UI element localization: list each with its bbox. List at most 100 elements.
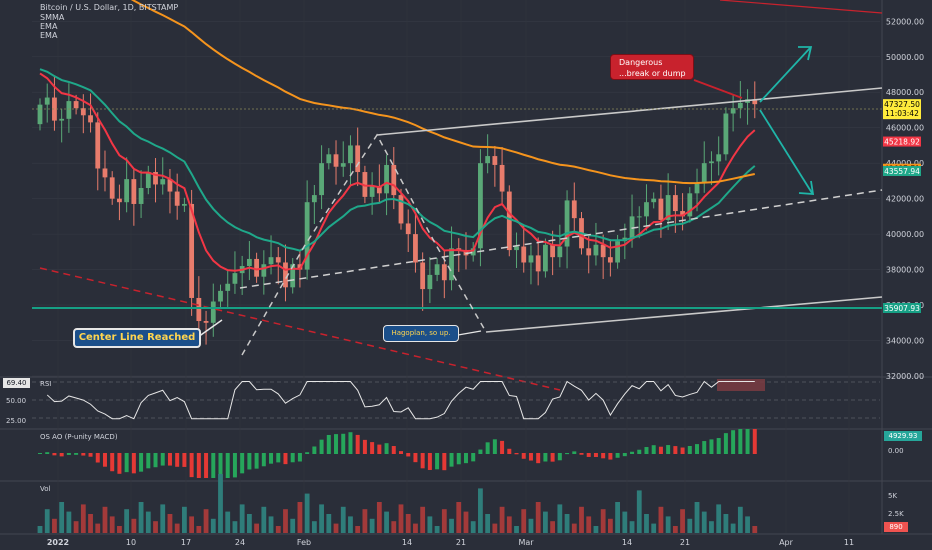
candle-body	[66, 101, 72, 119]
price-badge	[883, 99, 921, 120]
volume-bar	[340, 506, 346, 533]
candle-body	[254, 258, 259, 277]
ao-bar	[427, 453, 432, 470]
rsi-overbought-zone	[717, 379, 765, 391]
candle-body	[340, 163, 346, 167]
price-tick-label: 40000.00	[886, 230, 924, 239]
volume-bar	[66, 511, 72, 533]
volume-bar	[283, 509, 288, 533]
candle-body	[687, 193, 693, 217]
price-tick-label: 34000.00	[886, 337, 924, 346]
volume-bar	[95, 523, 101, 533]
candle-body	[644, 202, 649, 217]
volume-bar	[737, 506, 743, 533]
candle-body	[470, 248, 476, 256]
candle-body	[189, 203, 195, 298]
time-tick-label: Feb	[297, 538, 311, 547]
ao-bar	[456, 453, 461, 465]
time-tick-label: Mar	[518, 538, 534, 547]
volume-bar	[730, 523, 736, 533]
volume-bar	[449, 518, 454, 533]
ao-bar	[153, 453, 158, 468]
price-tick-label: 32000.00	[886, 372, 924, 381]
ao-bar	[565, 453, 570, 455]
symbol-title[interactable]: Bitcoin / U.S. Dollar, 1D, BITSTAMP	[40, 3, 179, 12]
ao-bar	[305, 452, 310, 454]
ao-bar	[297, 453, 302, 462]
candle-body	[196, 297, 202, 322]
candle-body	[290, 264, 296, 288]
price-tick-label: 44000.00	[886, 159, 924, 168]
red-dashed-trendline	[39, 267, 561, 391]
volume-bar	[709, 521, 714, 533]
candle-body	[405, 223, 411, 235]
indicator-smma[interactable]: SMMA	[40, 13, 65, 22]
volume-bar	[456, 502, 462, 533]
ao-bar	[695, 444, 700, 454]
candle-body	[485, 156, 491, 164]
ao-bar	[81, 453, 86, 456]
ao-bar	[196, 453, 201, 478]
indicator-ema-2[interactable]: EMA	[40, 31, 58, 40]
volume-bar	[586, 516, 592, 533]
candle-body	[665, 195, 671, 220]
indicator-ema-1[interactable]: EMA	[40, 22, 58, 31]
zigzag-dashed-path	[241, 133, 487, 356]
candle-body	[117, 198, 122, 203]
volume-bar	[745, 516, 750, 533]
candle-body	[709, 161, 714, 164]
rsi-tick-25: 25.00	[6, 417, 27, 425]
dangerous-callout[interactable]: Dangerous ...break or dump	[610, 54, 694, 80]
bear-arrow-shaft	[759, 109, 813, 194]
ao-bar	[218, 453, 223, 478]
hagoplan-callout[interactable]: Hagoplan, so up.	[383, 325, 459, 342]
volume-bar	[615, 502, 620, 533]
price-tick-label: 50000.00	[886, 53, 924, 62]
ao-bar	[139, 453, 144, 472]
channel-lower-line	[485, 296, 883, 333]
volume-bar	[73, 521, 79, 533]
vol-value-badge: 890	[884, 522, 908, 532]
candle-body	[557, 246, 563, 258]
volume-bar	[138, 502, 144, 533]
volume-bar	[427, 516, 433, 533]
volume-bar	[434, 526, 440, 533]
ao-bar	[449, 453, 454, 467]
candle-body	[607, 257, 613, 263]
volume-bar	[716, 504, 722, 533]
ao-bar	[391, 446, 396, 454]
candle-body	[174, 191, 180, 206]
volume-bar	[644, 514, 649, 533]
center-line-callout[interactable]: Center Line Reached	[73, 328, 201, 348]
volume-bar	[225, 511, 231, 533]
candle-body	[391, 164, 397, 196]
volume-bar	[528, 518, 534, 533]
ao-bar	[283, 453, 288, 465]
volume-bar	[124, 509, 130, 533]
candle-body	[737, 102, 743, 109]
volume-bar	[102, 506, 108, 533]
candle-body	[52, 97, 57, 121]
candle-body	[629, 216, 635, 238]
price-badge-text: 43557.94	[884, 167, 920, 176]
ao-bar	[738, 429, 743, 454]
volume-bar	[218, 474, 223, 533]
candle-body	[326, 154, 332, 164]
volume-bar	[665, 516, 671, 533]
ao-bar	[59, 453, 64, 457]
candle-body	[109, 177, 115, 199]
candle-body	[160, 179, 166, 185]
candle-body	[275, 257, 281, 263]
volume-bar	[384, 511, 389, 533]
volume-bar	[376, 502, 382, 533]
ao-bar	[377, 444, 382, 454]
candle-body	[138, 188, 144, 204]
red-upper-trendline	[719, 0, 883, 14]
volume-bar	[160, 504, 166, 533]
time-tick-label: 21	[456, 538, 466, 547]
price-badge-time: 11:03:42	[885, 109, 919, 118]
volume-bar	[398, 504, 404, 533]
candle-body	[514, 246, 519, 251]
